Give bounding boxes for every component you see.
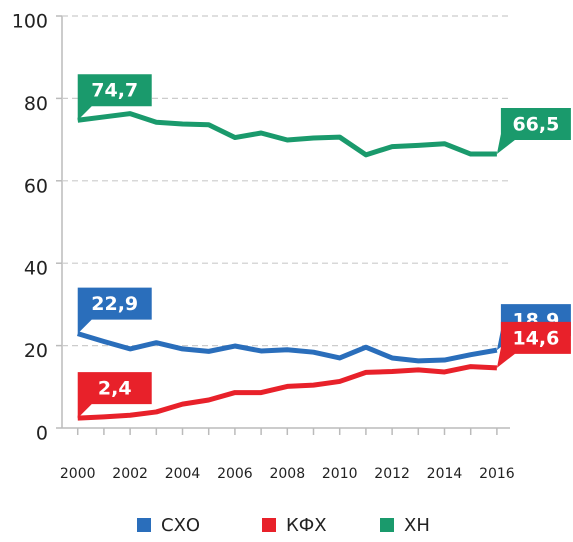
callout-box (77, 74, 152, 121)
line (77, 331, 498, 364)
legend-swatch (137, 518, 151, 532)
x-tick-label: 2008 (269, 466, 305, 482)
legend-label: СХО (161, 515, 200, 536)
x-tick-label: 2004 (165, 466, 201, 482)
data-label: 14,6 (512, 327, 559, 349)
data-label: 74,7 (91, 80, 138, 102)
y-tick-label: 60 (24, 175, 48, 197)
callout-box (496, 108, 571, 155)
legend-swatch (262, 518, 276, 532)
x-tick-label: 2014 (427, 466, 463, 482)
x-tick-label: 2002 (112, 466, 148, 482)
line (77, 364, 498, 421)
callout-box (77, 372, 152, 419)
y-tick-label: 0 (36, 423, 48, 445)
legend-label: ХН (404, 515, 430, 536)
x-tick-label: 2000 (60, 466, 96, 482)
x-tick-label: 2016 (479, 466, 515, 482)
line (77, 111, 497, 158)
y-tick-label: 100 (12, 11, 48, 33)
callout-box (496, 321, 571, 368)
x-tick-label: 2012 (374, 466, 410, 482)
y-tick-label: 80 (24, 93, 48, 115)
legend-swatch (380, 518, 394, 532)
data-label: 66,5 (512, 114, 559, 136)
x-tick-label: 2006 (217, 466, 253, 482)
data-label: 2,4 (98, 378, 132, 400)
y-tick-label: 40 (24, 258, 48, 280)
x-tick-label: 2010 (322, 466, 358, 482)
y-tick-label: 20 (24, 340, 48, 362)
callout-box (77, 287, 152, 334)
legend-label: КФХ (286, 515, 327, 536)
data-label: 22,9 (91, 293, 138, 315)
